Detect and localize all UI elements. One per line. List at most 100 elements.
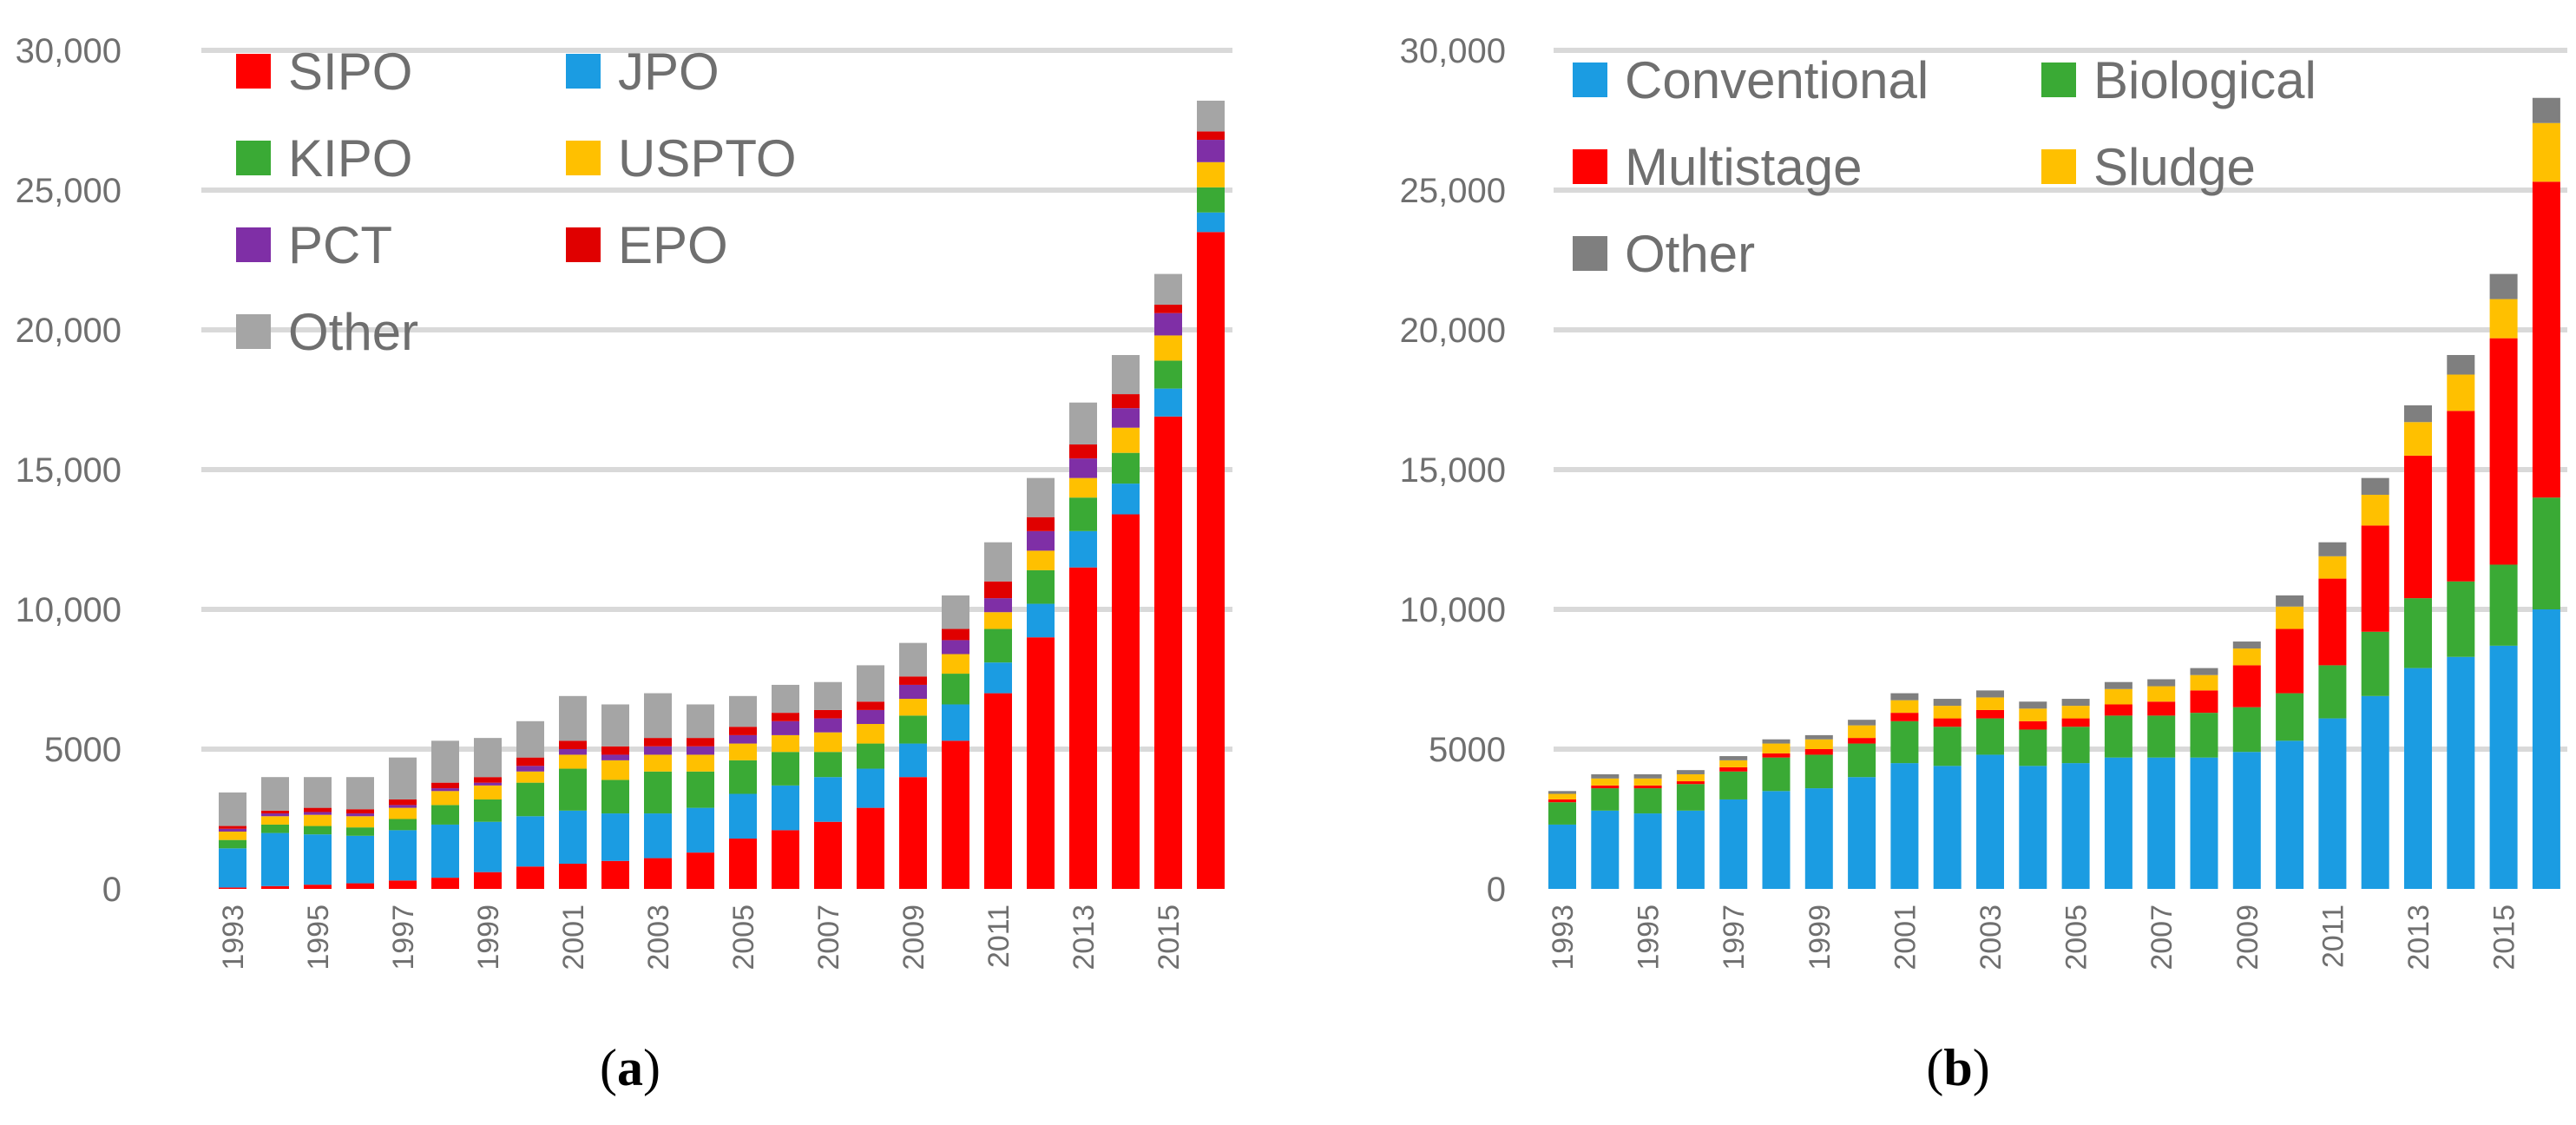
x-tick-label: 1999: [472, 905, 505, 970]
bar-segment-jpo-2002: [601, 813, 629, 861]
bar-segment-multistage-1998: [1762, 753, 1791, 758]
bar-segment-pct-2008: [857, 709, 884, 725]
bar-segment-epo-2002: [601, 746, 629, 755]
bar-segment-multistage-1995: [1633, 785, 1662, 789]
bar-segment-biological-1998: [1762, 757, 1791, 792]
legend-label-sipo: SIPO: [288, 43, 412, 101]
bar-segment-biological-2015: [2489, 564, 2518, 646]
bar-segment-conventional-2007: [2147, 757, 2176, 889]
bar-segment-pct-2004: [687, 746, 714, 755]
bar-segment-epo-2008: [857, 701, 884, 710]
chart-panel-b: 0 5000 10,000 15,000 20,000 25,000 30,000 1993 1…: [1400, 32, 2567, 1096]
legend-swatch-sipo: [236, 54, 271, 89]
bar-segment-other-2000: [516, 720, 544, 758]
bar-segment-other-2009: [2232, 641, 2261, 649]
bar-segment-other-2016: [1197, 100, 1225, 132]
bar-segment-kipo-2008: [857, 743, 884, 769]
bar-segment-pct-2015: [1154, 312, 1182, 336]
bar-segment-conventional-1998: [1762, 791, 1791, 889]
bar-segment-pct-2010: [942, 640, 969, 655]
x-tick-label: 2001: [557, 905, 590, 970]
y-tick-label: 25,000: [16, 172, 122, 210]
legend-swatch-multistage: [1573, 149, 1607, 184]
bar-segment-jpo-2006: [772, 785, 799, 831]
bar-segment-sludge-2004: [2019, 708, 2047, 721]
bar-segment-epo-1995: [304, 807, 332, 812]
bar-segment-sipo-1993: [219, 887, 246, 889]
bar-segment-kipo-2016: [1197, 187, 1225, 213]
bar-segment-kipo-1999: [474, 799, 502, 822]
bar-segment-jpo-1993: [219, 848, 246, 888]
x-tick-label: 2001: [1889, 905, 1922, 970]
legend: SIPO JPO KIPO USPTO PCT EPO Other: [236, 43, 797, 361]
bar-segment-sludge-2011: [2318, 556, 2347, 579]
y-tick-label: 10,000: [1400, 591, 1506, 629]
bar-segment-biological-2001: [1890, 720, 1919, 764]
bar-segment-sludge-2013: [2404, 422, 2432, 456]
bar-segment-epo-1996: [346, 809, 374, 814]
bar-segment-jpo-2004: [687, 807, 714, 853]
bar-segment-other-1995: [1633, 773, 1662, 779]
bar-segment-conventional-2016: [2532, 609, 2560, 889]
x-tick-label: 1995: [302, 905, 335, 970]
x-tick-label: 2009: [2231, 905, 2264, 970]
bar-segment-uspto-2010: [942, 654, 969, 674]
bar-segment-sludge-2016: [2532, 122, 2560, 182]
bar-segment-multistage-2005: [2061, 718, 2090, 727]
bar-segment-pct-2001: [559, 749, 587, 755]
bar-segment-uspto-1993: [219, 831, 246, 840]
bar-segment-conventional-2004: [2019, 766, 2047, 889]
bar-segment-biological-2013: [2404, 598, 2432, 668]
bar-segment-conventional-2010: [2276, 740, 2304, 889]
bar-segment-uspto-2007: [814, 732, 842, 753]
bar-segment-pct-2005: [729, 734, 757, 744]
x-tick-label: 2003: [642, 905, 675, 970]
y-tick-label: 0: [102, 871, 122, 909]
legend-label-other: Other: [288, 303, 418, 361]
bar-segment-multistage-1994: [1591, 785, 1620, 789]
bar-segment-sludge-2009: [2232, 648, 2261, 666]
bar-segment-other-2006: [2104, 681, 2132, 689]
bar-segment-sipo-2013: [1069, 567, 1097, 889]
x-tick-label: 2013: [1068, 905, 1101, 970]
bar-segment-sipo-1994: [261, 885, 289, 889]
bar-segment-kipo-2001: [559, 768, 587, 811]
bar-segment-jpo-2003: [644, 813, 672, 859]
bar-segment-conventional-2013: [2404, 668, 2432, 889]
legend-swatch-pct: [236, 227, 271, 262]
bar-segment-sipo-2009: [899, 777, 927, 889]
x-tick-label: 2015: [2488, 905, 2521, 970]
bar-segment-pct-1995: [304, 812, 332, 815]
bar-segment-multistage-2002: [1933, 718, 1962, 727]
bar-segment-epo-2005: [729, 727, 757, 735]
bar-segment-other-2003: [1976, 690, 2004, 698]
bar-segment-epo-2003: [644, 738, 672, 747]
legend-label-conventional: Conventional: [1625, 51, 1929, 109]
bar-segment-conventional-2003: [1976, 754, 2004, 889]
bar-segment-sipo-1996: [346, 883, 374, 889]
bar-segment-biological-1996: [1676, 784, 1705, 811]
bar-segment-kipo-1996: [346, 827, 374, 836]
bar-segment-multistage-2009: [2232, 665, 2261, 707]
bar-segment-other-1996: [1676, 770, 1705, 774]
bar-segment-uspto-2013: [1069, 477, 1097, 498]
bar-segment-sipo-2015: [1154, 416, 1182, 889]
x-tick-label: 2007: [2146, 905, 2178, 970]
bar-segment-multistage-2011: [2318, 578, 2347, 666]
chart-panel-a: 0 5000 10,000 15,000 20,000 25,000 30,000 1993 1…: [16, 32, 1232, 1096]
bar-segment-jpo-2016: [1197, 212, 1225, 233]
y-tick-label: 20,000: [1400, 312, 1506, 350]
bar-segment-sipo-1997: [389, 880, 417, 889]
bar-segment-epo-2010: [942, 628, 969, 641]
bar-segment-kipo-1998: [431, 805, 459, 825]
bar-segment-jpo-2005: [729, 793, 757, 839]
bar-segment-multistage-2000: [1848, 738, 1876, 744]
bar-segment-kipo-1997: [389, 819, 417, 831]
legend-label-other: Other: [1625, 225, 1755, 283]
bar-segment-other-2011: [2318, 542, 2347, 556]
y-tick-label: 5000: [1429, 731, 1506, 769]
bar-segment-jpo-2001: [559, 810, 587, 865]
bar-segment-kipo-2015: [1154, 360, 1182, 389]
bar-segment-biological-2016: [2532, 497, 2560, 609]
bar-segment-sludge-1998: [1762, 743, 1791, 753]
